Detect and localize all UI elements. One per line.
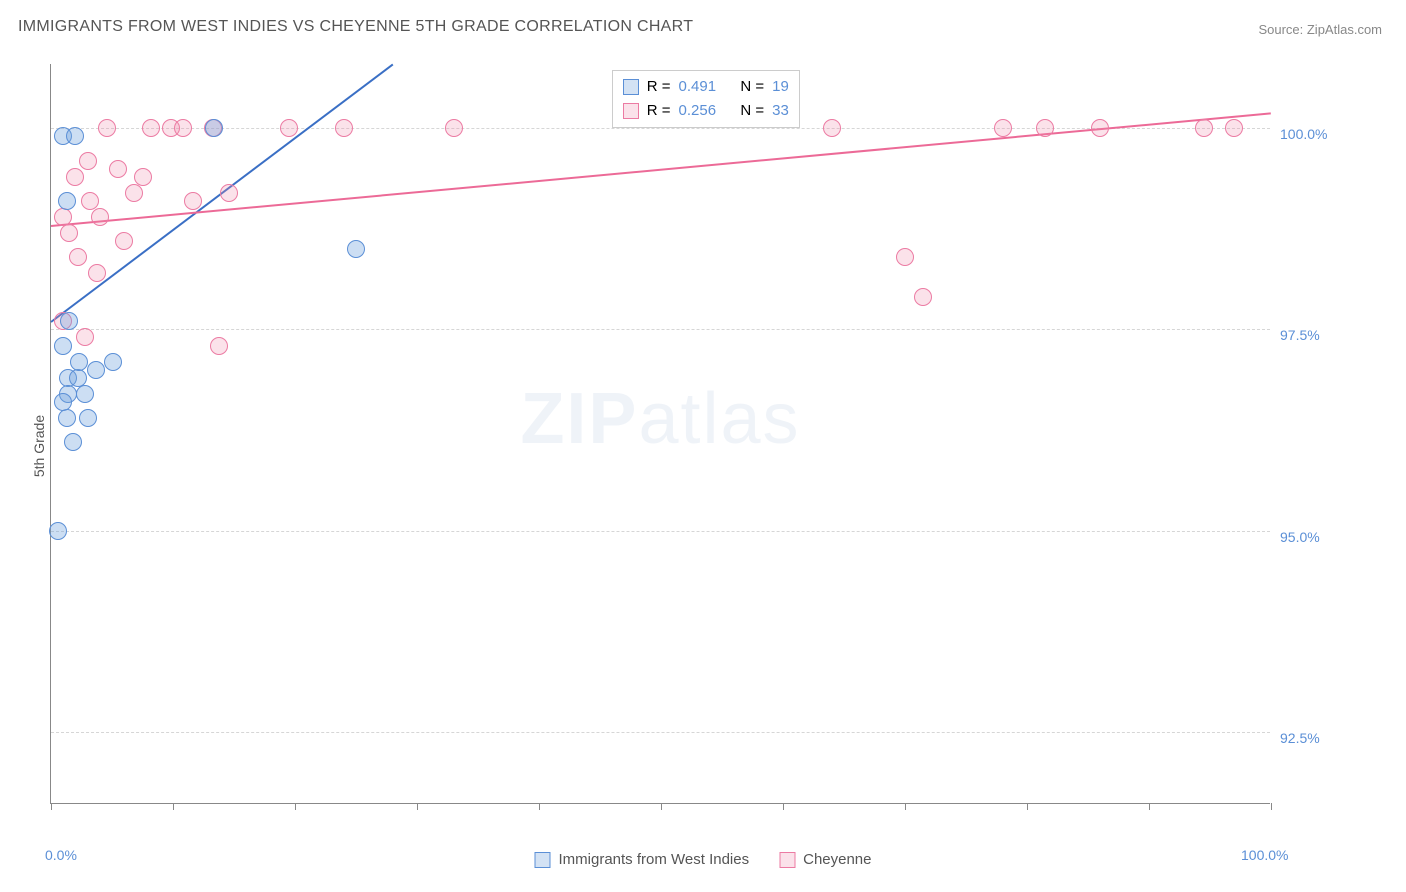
r-label: R = [647, 99, 671, 123]
r-value-blue: 0.491 [679, 75, 717, 99]
scatter-point-pink [335, 119, 353, 137]
x-tick [539, 803, 540, 810]
scatter-point-pink [914, 288, 932, 306]
scatter-point-blue [54, 337, 72, 355]
scatter-point-pink [142, 119, 160, 137]
x-tick [1149, 803, 1150, 810]
scatter-point-blue [76, 385, 94, 403]
x-tick [661, 803, 662, 810]
scatter-point-pink [98, 119, 116, 137]
x-tick-label: 100.0% [1241, 847, 1288, 863]
scatter-point-blue [205, 119, 223, 137]
r-label: R = [647, 75, 671, 99]
scatter-point-blue [87, 361, 105, 379]
swatch-pink-icon [779, 852, 795, 868]
scatter-point-blue [49, 522, 67, 540]
swatch-blue-icon [623, 79, 639, 95]
n-value-pink: 33 [772, 99, 789, 123]
plot-area: ZIPatlas R = 0.491 N = 19 R = 0.256 N = … [50, 64, 1270, 804]
r-value-pink: 0.256 [679, 99, 717, 123]
bottom-legend: Immigrants from West Indies Cheyenne [535, 851, 872, 868]
scatter-point-blue [64, 433, 82, 451]
scatter-point-pink [1091, 119, 1109, 137]
stats-row-pink: R = 0.256 N = 33 [623, 99, 789, 123]
watermark: ZIPatlas [520, 378, 800, 460]
gridline [51, 531, 1270, 532]
scatter-point-pink [1036, 119, 1054, 137]
scatter-point-blue [58, 192, 76, 210]
scatter-point-blue [58, 409, 76, 427]
scatter-point-pink [60, 224, 78, 242]
source-label: Source: ZipAtlas.com [1258, 22, 1382, 37]
scatter-point-pink [66, 168, 84, 186]
scatter-point-pink [445, 119, 463, 137]
legend-item-pink: Cheyenne [779, 851, 871, 868]
swatch-pink-icon [623, 103, 639, 119]
trendline-pink [51, 112, 1271, 227]
y-tick-label: 100.0% [1280, 126, 1340, 142]
scatter-point-pink [1225, 119, 1243, 137]
scatter-point-pink [115, 232, 133, 250]
scatter-point-blue [66, 127, 84, 145]
scatter-point-pink [280, 119, 298, 137]
gridline [51, 732, 1270, 733]
scatter-point-pink [109, 160, 127, 178]
y-tick-label: 97.5% [1280, 327, 1340, 343]
scatter-point-blue [104, 353, 122, 371]
scatter-point-pink [823, 119, 841, 137]
scatter-point-blue [54, 393, 72, 411]
x-tick-label: 0.0% [45, 847, 77, 863]
scatter-point-pink [88, 264, 106, 282]
x-tick [295, 803, 296, 810]
n-value-blue: 19 [772, 75, 789, 99]
x-tick [905, 803, 906, 810]
scatter-point-pink [125, 184, 143, 202]
scatter-point-pink [184, 192, 202, 210]
scatter-point-pink [54, 208, 72, 226]
stats-row-blue: R = 0.491 N = 19 [623, 75, 789, 99]
scatter-point-pink [69, 248, 87, 266]
legend-label-pink: Cheyenne [803, 851, 871, 868]
y-tick-label: 92.5% [1280, 730, 1340, 746]
scatter-point-pink [79, 152, 97, 170]
scatter-point-pink [1195, 119, 1213, 137]
legend-label-blue: Immigrants from West Indies [559, 851, 750, 868]
chart-title: IMMIGRANTS FROM WEST INDIES VS CHEYENNE … [18, 18, 693, 36]
scatter-point-pink [994, 119, 1012, 137]
scatter-point-pink [134, 168, 152, 186]
gridline [51, 329, 1270, 330]
scatter-point-pink [81, 192, 99, 210]
scatter-point-pink [91, 208, 109, 226]
watermark-zip: ZIP [520, 379, 638, 459]
y-tick-label: 95.0% [1280, 529, 1340, 545]
scatter-point-pink [896, 248, 914, 266]
x-tick [51, 803, 52, 810]
scatter-point-pink [210, 337, 228, 355]
scatter-point-blue [347, 240, 365, 258]
stats-legend-box: R = 0.491 N = 19 R = 0.256 N = 33 [612, 70, 800, 128]
x-tick [1027, 803, 1028, 810]
scatter-point-blue [70, 353, 88, 371]
n-label: N = [740, 99, 764, 123]
scatter-point-pink [220, 184, 238, 202]
y-axis-label: 5th Grade [31, 415, 47, 477]
scatter-point-pink [174, 119, 192, 137]
watermark-atlas: atlas [638, 379, 800, 459]
legend-item-blue: Immigrants from West Indies [535, 851, 750, 868]
swatch-blue-icon [535, 852, 551, 868]
x-tick [417, 803, 418, 810]
scatter-point-blue [79, 409, 97, 427]
scatter-point-blue [60, 312, 78, 330]
x-tick [783, 803, 784, 810]
n-label: N = [740, 75, 764, 99]
scatter-point-pink [76, 328, 94, 346]
x-tick [1271, 803, 1272, 810]
x-tick [173, 803, 174, 810]
